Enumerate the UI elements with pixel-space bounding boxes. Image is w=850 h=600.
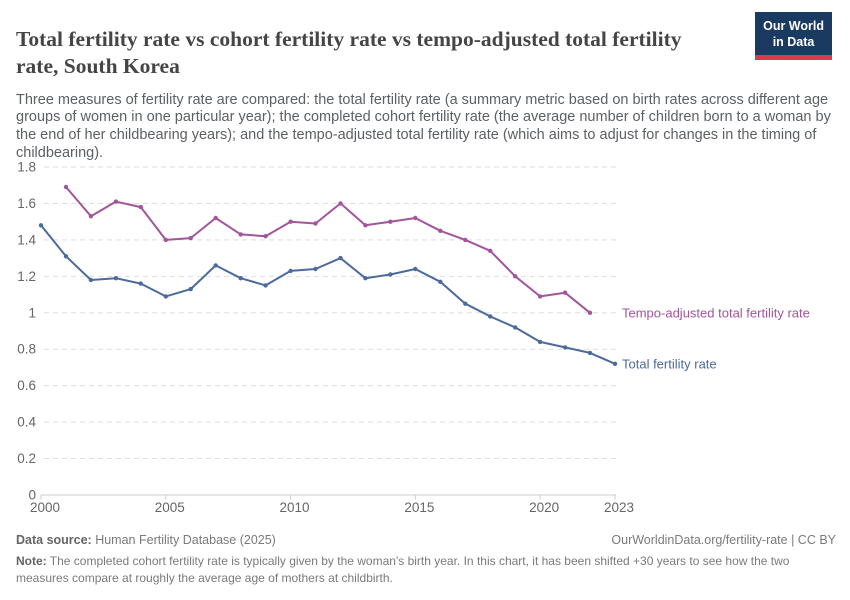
data-point-marker <box>488 314 493 319</box>
data-point-marker <box>213 215 218 221</box>
data-point-marker <box>438 228 443 233</box>
x-tick-label: 2005 <box>155 500 185 515</box>
data-point-marker <box>562 290 568 295</box>
data-point-marker <box>363 223 368 228</box>
data-point-marker <box>88 214 94 219</box>
data-point-marker <box>338 201 343 206</box>
data-point-marker <box>463 301 468 306</box>
x-tick-label: 2023 <box>604 500 634 515</box>
x-tick-label: 2010 <box>280 500 310 515</box>
x-tick-label: 2000 <box>30 500 60 515</box>
data-point-marker <box>138 204 143 210</box>
data-point-marker <box>562 345 568 350</box>
data-point-marker <box>313 221 318 226</box>
y-tick-label: 1.8 <box>17 160 36 175</box>
chart-subtitle: Three measures of fertility rate are com… <box>16 91 831 162</box>
data-point-marker <box>288 268 293 274</box>
y-tick-label: 0.6 <box>17 378 36 393</box>
fertility-chart-svg: 0 0.2 0.4 0.6 0.8 1 1.2 1.4 1.6 1.8 2000 2005 2010 20… <box>17 160 810 516</box>
data-point-marker <box>63 254 69 259</box>
data-point-marker <box>363 276 368 281</box>
y-tick-label: 0.4 <box>17 415 36 430</box>
data-point-marker <box>113 276 119 281</box>
series-line <box>40 224 616 365</box>
data-point-marker <box>463 237 468 243</box>
y-tick-label: 0 <box>28 488 36 503</box>
data-point-marker <box>488 248 493 253</box>
y-tick-label: 0.2 <box>17 451 36 466</box>
data-point-marker <box>213 263 218 268</box>
data-point-marker <box>263 283 268 288</box>
footer-source-row: Data source: Human Fertility Database (2… <box>16 533 836 547</box>
y-tick-label: 0.8 <box>17 342 36 357</box>
data-point-marker <box>163 294 168 299</box>
y-tick-label: 1.4 <box>17 232 36 247</box>
data-point-marker <box>313 266 318 272</box>
data-point-marker <box>587 310 593 315</box>
data-point-marker <box>537 339 543 345</box>
data-point-marker <box>413 266 418 272</box>
data-point-marker <box>188 235 193 241</box>
data-point-marker <box>513 325 518 330</box>
data-point-marker <box>238 232 243 237</box>
owid-logo-line1: Our World <box>763 19 824 33</box>
data-point-marker <box>288 219 293 224</box>
data-source: Data source: Human Fertility Database (2… <box>16 533 276 547</box>
x-tick-label: 2020 <box>529 500 559 515</box>
series-line <box>65 186 591 314</box>
data-point-marker <box>338 255 343 261</box>
y-tick-label: 1.2 <box>17 269 36 284</box>
chart-footer: Data source: Human Fertility Database (2… <box>16 533 836 587</box>
data-point-marker <box>63 184 69 190</box>
data-point-marker <box>38 223 44 228</box>
data-point-marker <box>238 276 243 281</box>
page-title: Total fertility rate vs cohort fertility… <box>16 27 682 79</box>
data-point-marker <box>587 350 593 356</box>
data-point-marker <box>138 281 143 286</box>
series-end-label: Total fertility rate <box>622 356 717 371</box>
owid-logo: Our World in Data <box>755 12 832 60</box>
data-point-marker <box>612 361 618 366</box>
owid-logo-line2: in Data <box>772 35 815 50</box>
data-point-marker <box>263 234 268 239</box>
note-text: The completed cohort fertility rate is t… <box>16 554 790 585</box>
data-source-value: Human Fertility Database (2025) <box>91 533 276 547</box>
data-point-marker <box>388 219 393 224</box>
data-source-label: Data source: <box>16 533 92 547</box>
data-point-marker <box>113 199 119 204</box>
y-tick-label: 1.6 <box>17 196 36 211</box>
y-tick-label: 1 <box>28 305 36 320</box>
data-point-marker <box>188 286 193 292</box>
data-point-marker <box>388 272 393 277</box>
x-tick-label: 2015 <box>404 500 434 515</box>
data-point-marker <box>163 237 168 243</box>
fertility-line-chart: 0 0.2 0.4 0.6 0.8 1 1.2 1.4 1.6 1.8 2000 2005 2010 20… <box>0 160 850 520</box>
data-point-marker <box>537 294 543 299</box>
footer-note: Note: The completed cohort fertility rat… <box>16 553 836 587</box>
data-point-marker <box>88 277 94 283</box>
data-point-marker <box>413 215 418 221</box>
data-point-marker <box>438 279 443 284</box>
owid-url-link[interactable]: OurWorldinData.org/fertility-rate | CC B… <box>611 533 836 547</box>
note-label: Note: <box>16 554 47 568</box>
series-end-label: Tempo-adjusted total fertility rate <box>622 305 810 320</box>
data-point-marker <box>513 274 518 279</box>
